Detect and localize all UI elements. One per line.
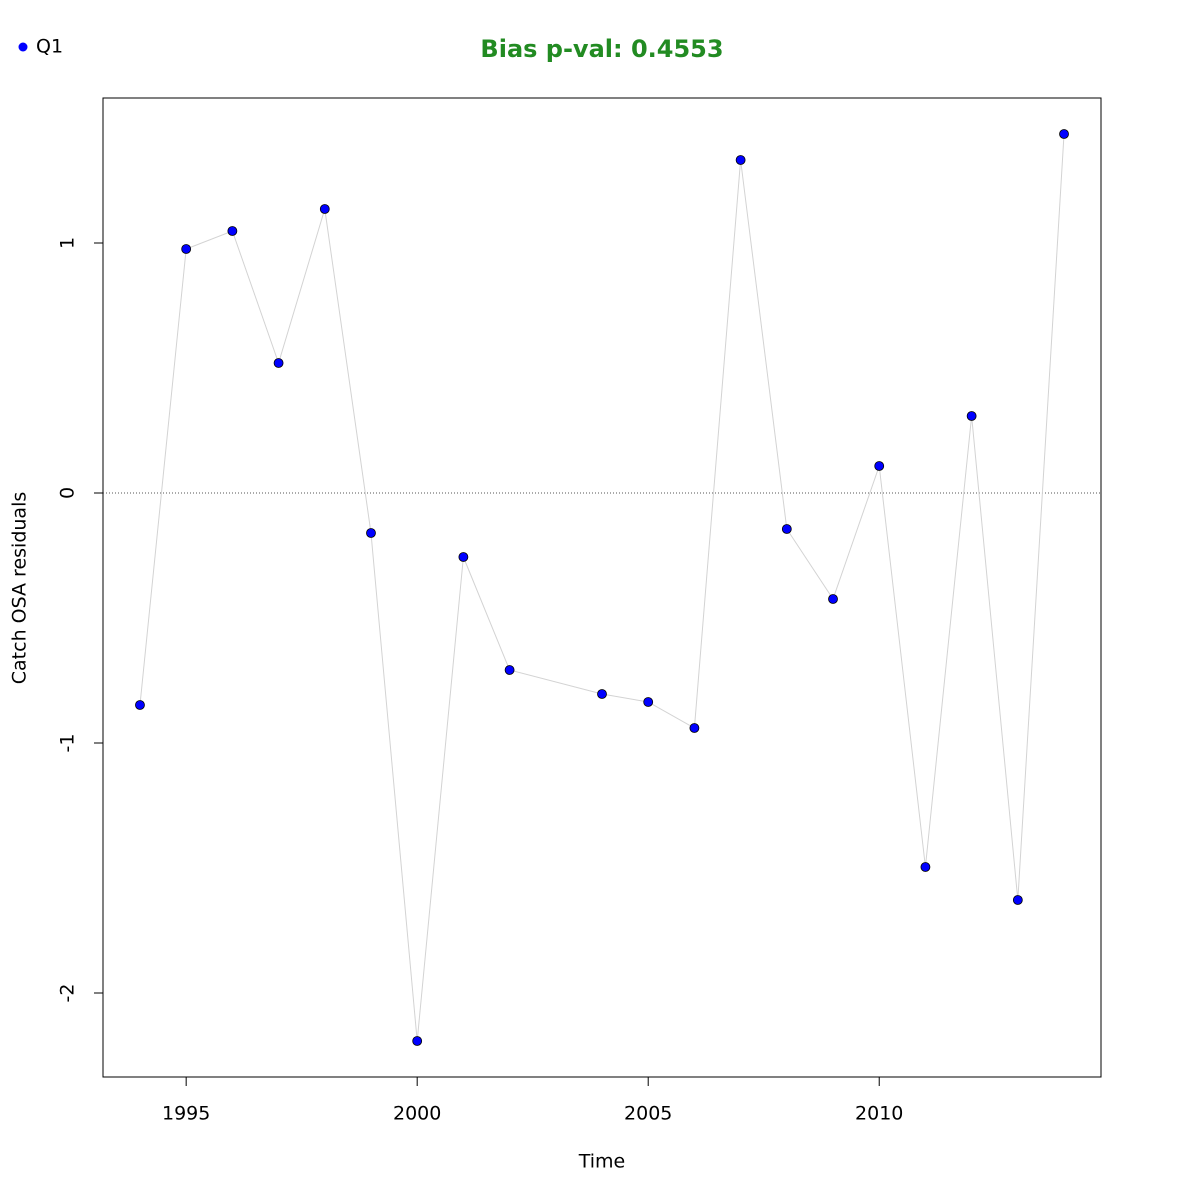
chart-title: Bias p-val: 0.4553 [480, 35, 723, 63]
series-line [139, 133, 1065, 1042]
plot-frame [102, 97, 1102, 1078]
data-point [781, 524, 792, 534]
data-point [643, 697, 654, 707]
data-point [366, 528, 376, 538]
x-tick-label: 2010 [855, 1103, 903, 1125]
y-tick-label: -2 [57, 984, 79, 1003]
x-tick-label: 2000 [393, 1103, 441, 1125]
x-tick-label: 2005 [624, 1103, 672, 1125]
data-point [966, 411, 977, 421]
y-axis-label: Catch OSA residuals [9, 492, 31, 684]
data-point [689, 723, 700, 733]
data-point [920, 862, 931, 872]
data-point [227, 226, 238, 236]
y-tick-label: -1 [57, 734, 79, 753]
y-tick-label: 0 [57, 487, 79, 499]
data-point [874, 461, 885, 471]
data-point [504, 665, 515, 675]
y-tick-label: 1 [57, 237, 79, 249]
legend-marker [18, 42, 28, 52]
data-point [412, 1036, 423, 1046]
data-point [458, 552, 469, 562]
legend-label: Q1 [36, 36, 63, 58]
data-point [828, 594, 838, 604]
x-tick-label: 1995 [162, 1103, 210, 1125]
data-point [1059, 129, 1069, 139]
data-point [1012, 895, 1023, 905]
data-point [597, 689, 607, 699]
data-point [273, 358, 284, 368]
data-point [135, 700, 145, 710]
data-point [181, 244, 192, 254]
x-axis-label: Time [578, 1151, 626, 1173]
data-point [319, 204, 330, 214]
data-point [735, 155, 746, 165]
